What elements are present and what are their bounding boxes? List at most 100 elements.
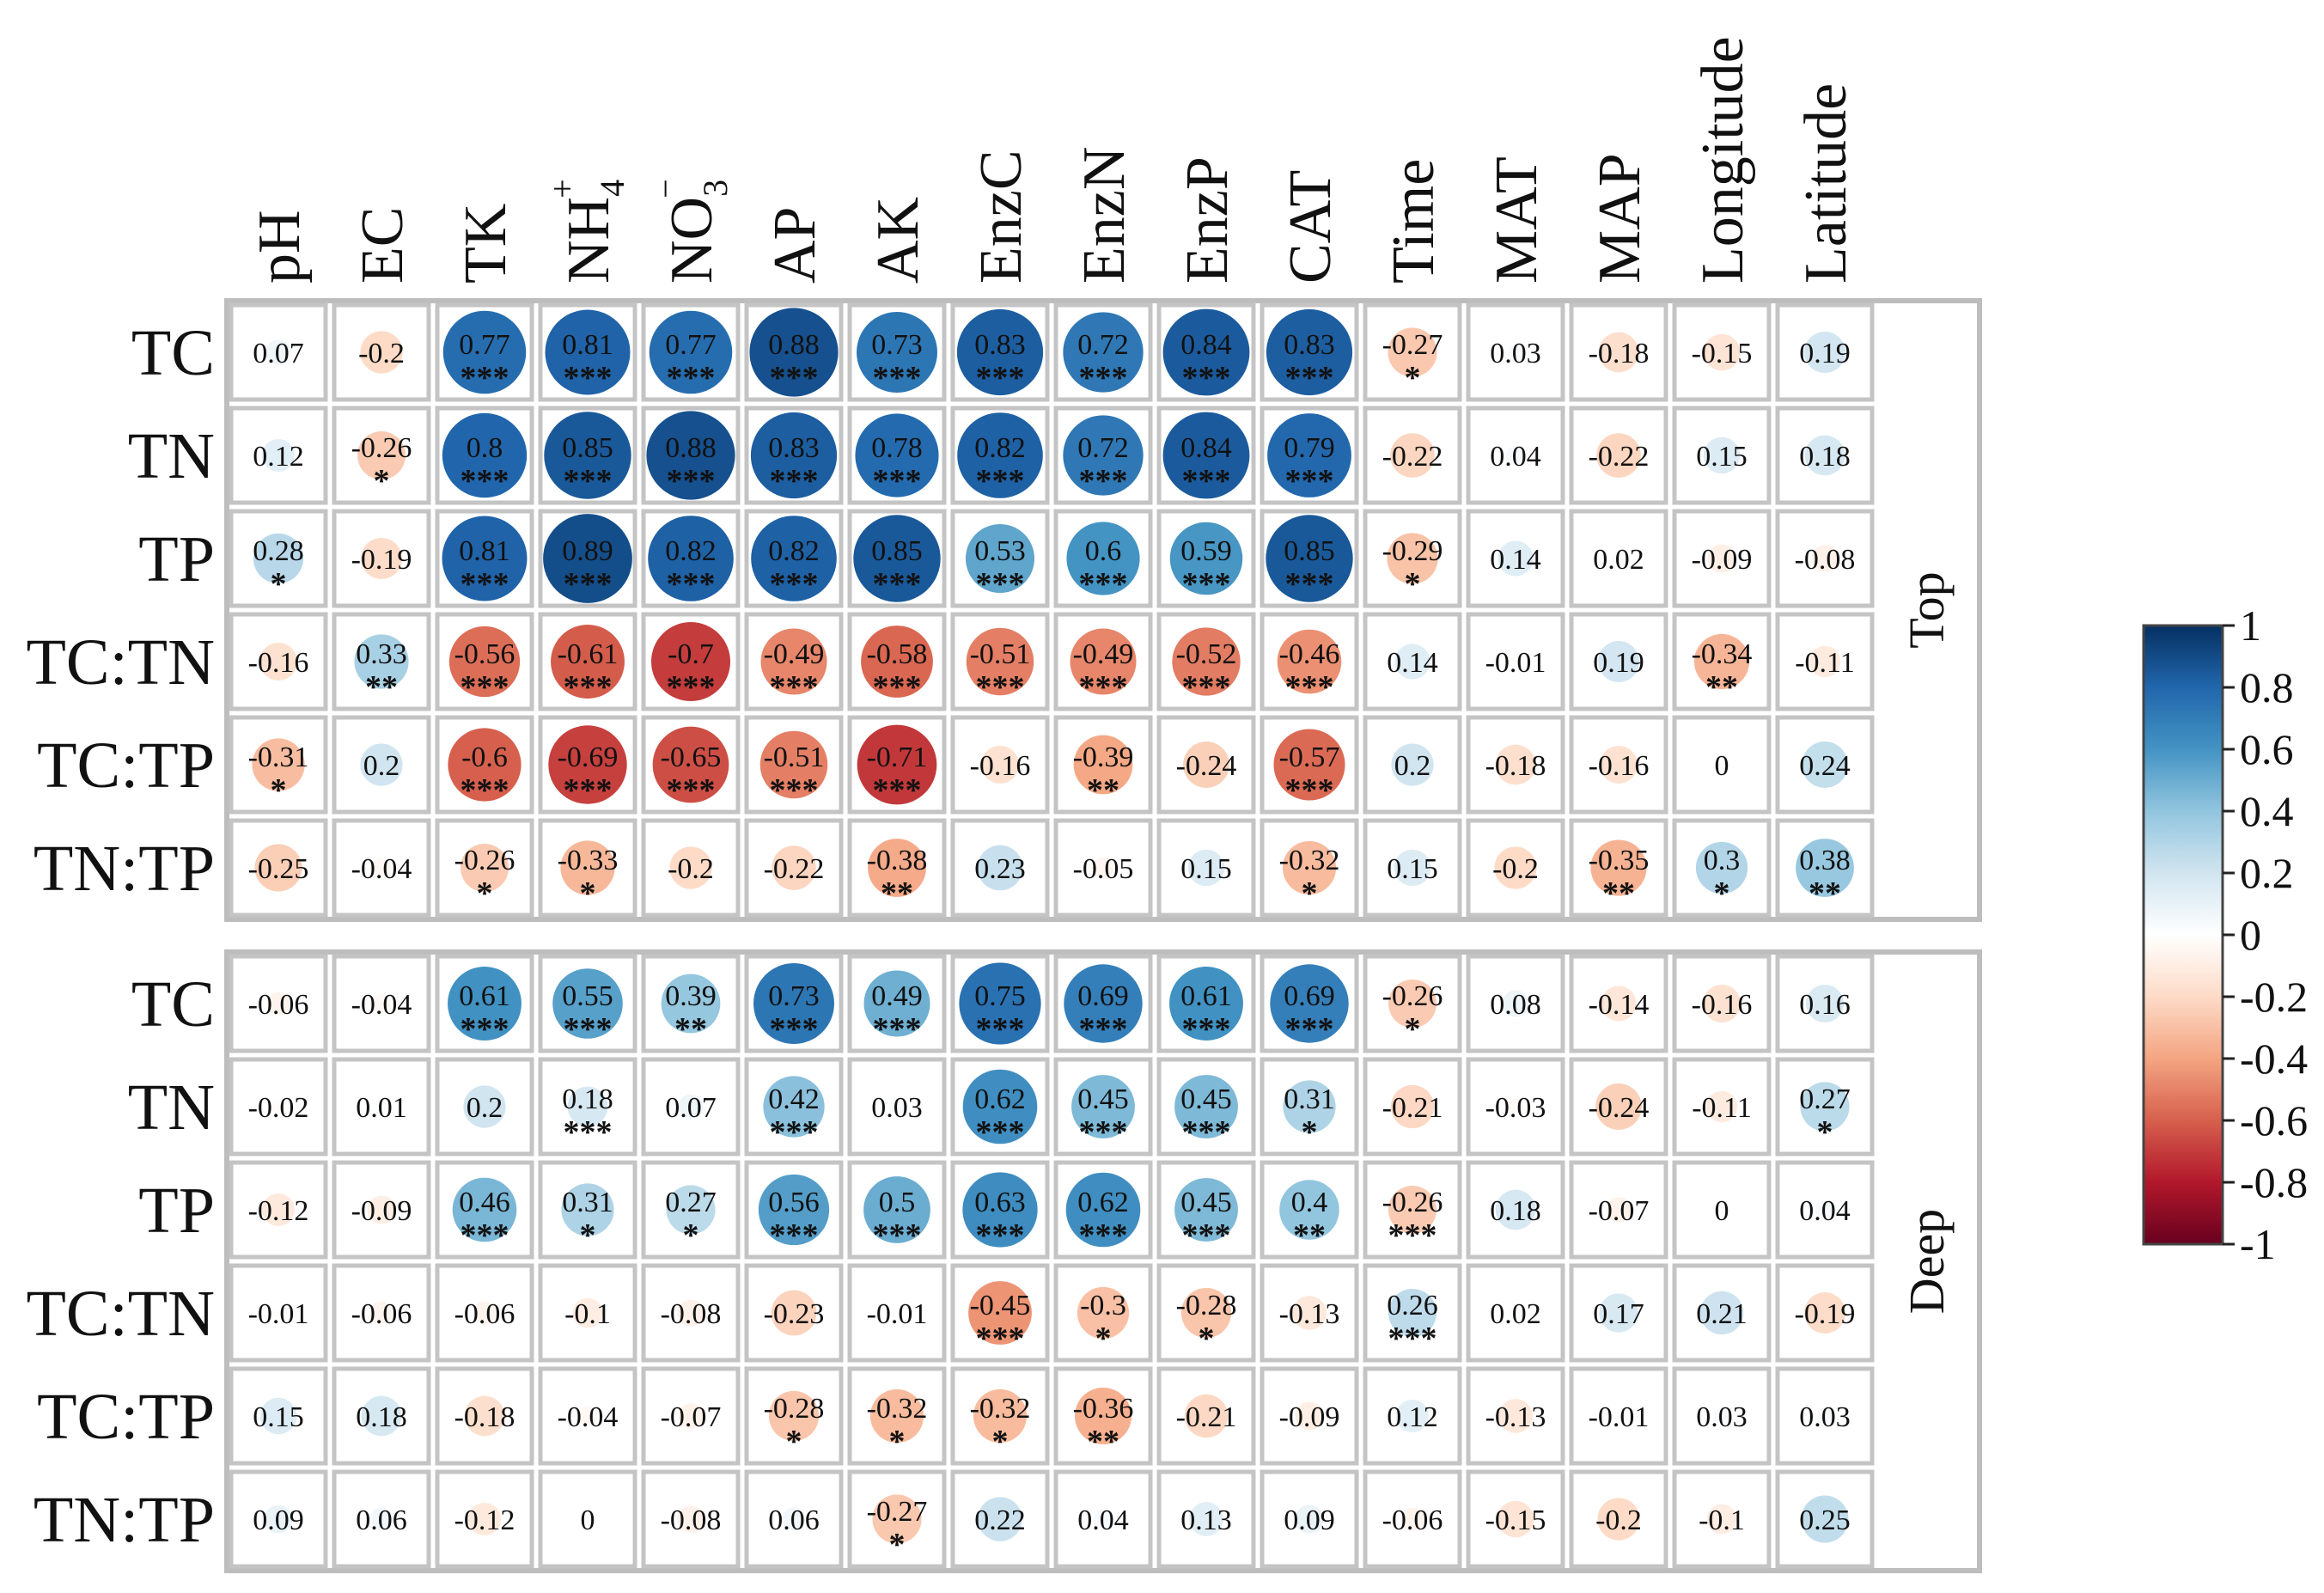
correlation-circle — [650, 621, 731, 702]
cell-top-tc-tp-nh4: -0.69*** — [538, 715, 637, 815]
correlation-value: -0.13 — [1485, 1401, 1546, 1433]
correlation-value: 0.88 — [768, 329, 820, 361]
legend-tick-label: -1 — [2240, 1220, 2276, 1268]
correlation-circle — [1613, 1411, 1624, 1421]
correlation-circle — [853, 515, 941, 602]
row-label-tc: TC — [131, 317, 215, 389]
correlation-circle — [1693, 633, 1750, 690]
correlation-value: 0.21 — [1696, 1298, 1748, 1330]
correlation-circle — [452, 1177, 517, 1242]
significance-stars: *** — [667, 669, 716, 705]
cell-deep-tc-tn-cat: -0.13 — [1260, 1263, 1359, 1363]
correlation-value: 0.03 — [1799, 1401, 1851, 1433]
correlation-circle — [1706, 1504, 1737, 1535]
correlation-circle — [1174, 1075, 1238, 1138]
correlation-value: 0.2 — [467, 1092, 503, 1124]
correlation-value: 0.61 — [459, 980, 510, 1012]
correlation-value: -0.04 — [558, 1401, 619, 1433]
cell-top-tp-enzn: 0.6*** — [1053, 509, 1153, 608]
correlation-value: 0.02 — [1593, 544, 1644, 576]
correlation-circle — [1071, 1075, 1135, 1138]
cell-deep-tc-no3: 0.39** — [641, 954, 741, 1053]
column-label-ph: pH — [247, 210, 313, 284]
correlation-value: 0 — [1715, 1195, 1729, 1227]
correlation-circle — [252, 738, 305, 791]
correlation-circle — [666, 1185, 716, 1235]
row-label-tp: TP — [138, 523, 215, 595]
correlation-value: 0.25 — [1799, 1504, 1851, 1536]
correlation-value: 0.12 — [1387, 1401, 1438, 1433]
correlation-value: 0.53 — [974, 535, 1026, 567]
correlation-value: 0.03 — [1490, 338, 1541, 369]
significance-stars: *** — [873, 772, 922, 809]
significance-stars: *** — [770, 669, 819, 705]
cell-top-tn-tp-ap: -0.22 — [744, 818, 844, 918]
correlation-circle — [1180, 1287, 1232, 1339]
cell-deep-tp-latitude: 0.04 — [1775, 1160, 1875, 1260]
correlation-circle — [354, 634, 409, 689]
cell-deep-tn-ph: -0.02 — [229, 1057, 328, 1157]
significance-stars: *** — [667, 463, 716, 499]
cell-top-tc-no3: 0.77*** — [641, 302, 741, 402]
correlation-value: -0.25 — [248, 853, 309, 885]
cell-deep-tc-tp-tk: -0.18 — [435, 1366, 534, 1466]
significance-stars: *** — [461, 772, 509, 809]
correlation-value: 0.84 — [1180, 432, 1232, 464]
significance-stars: *** — [1079, 463, 1128, 499]
correlation-circle — [1388, 979, 1437, 1028]
cell-top-tc-tn-enzp: -0.52*** — [1156, 612, 1256, 711]
correlation-circle — [758, 1174, 830, 1246]
cell-top-tc-tn-nh4: -0.61*** — [538, 612, 637, 711]
correlation-value: -0.14 — [1589, 989, 1650, 1021]
significance-stars: *** — [461, 360, 509, 396]
cell-top-tn-tp-map: -0.35** — [1569, 818, 1668, 918]
correlation-value: -0.31 — [248, 742, 309, 773]
correlation-value: 0.24 — [1799, 750, 1851, 782]
correlation-value: -0.1 — [1699, 1504, 1745, 1536]
significance-stars: *** — [1182, 669, 1231, 705]
row-label-tc-tn: TC:TN — [26, 626, 215, 699]
correlation-circle — [259, 1397, 297, 1435]
correlation-value: -0.06 — [1382, 1504, 1443, 1536]
cell-top-tn-ak: 0.78*** — [847, 406, 947, 505]
correlation-circle — [1066, 522, 1140, 595]
correlation-value: -0.07 — [1589, 1195, 1650, 1227]
correlation-value: 0.38 — [1799, 845, 1851, 876]
significance-stars: *** — [873, 669, 922, 705]
cell-top-tn-tp-enzc: 0.23 — [950, 818, 1050, 918]
correlation-value: 0.61 — [1180, 980, 1232, 1012]
correlation-value: 0.06 — [356, 1504, 407, 1536]
correlation-circle — [1600, 746, 1638, 784]
correlation-value: -0.6 — [461, 742, 508, 773]
correlation-circle — [567, 1086, 608, 1127]
cell-deep-tp-enzp: 0.45*** — [1156, 1160, 1256, 1260]
cell-deep-tc-tp-enzp: -0.21 — [1156, 1366, 1256, 1466]
cell-deep-tp-enzn: 0.62*** — [1053, 1160, 1153, 1260]
significance-stars: *** — [564, 360, 613, 396]
correlation-circle — [360, 743, 403, 786]
correlation-circle — [1596, 433, 1641, 478]
cell-deep-tc-mat: 0.08 — [1466, 954, 1565, 1053]
cell-top-tn-ec: -0.26* — [332, 406, 431, 505]
cell-top-tc-enzn: 0.72*** — [1053, 302, 1153, 402]
correlation-value: 0.8 — [467, 432, 503, 464]
cell-top-tc-tn-mat: -0.01 — [1466, 612, 1565, 711]
cell-deep-tc-tn-latitude: -0.19 — [1775, 1263, 1875, 1363]
correlation-value: 0.07 — [665, 1092, 717, 1124]
correlation-circle — [1598, 332, 1639, 373]
correlation-value: 0.18 — [356, 1401, 407, 1433]
correlation-value: 0 — [581, 1504, 595, 1536]
correlation-circle — [1390, 1084, 1435, 1129]
correlation-circle — [1510, 656, 1521, 667]
cell-frame — [1672, 1469, 1772, 1569]
cell-top-tc-tp-enzc: -0.16 — [950, 715, 1050, 815]
correlation-circle — [759, 730, 828, 799]
cell-top-tc-longitude: -0.15 — [1672, 302, 1772, 402]
cell-top-tc-tp-map: -0.16 — [1569, 715, 1668, 815]
correlation-circle — [978, 1497, 1022, 1541]
correlation-value: 0.73 — [768, 980, 820, 1012]
column-label-mat: MAT — [1484, 156, 1550, 284]
legend-tick-label: -0.4 — [2240, 1035, 2308, 1083]
cell-deep-tn-tp-no3: -0.08 — [641, 1469, 741, 1569]
